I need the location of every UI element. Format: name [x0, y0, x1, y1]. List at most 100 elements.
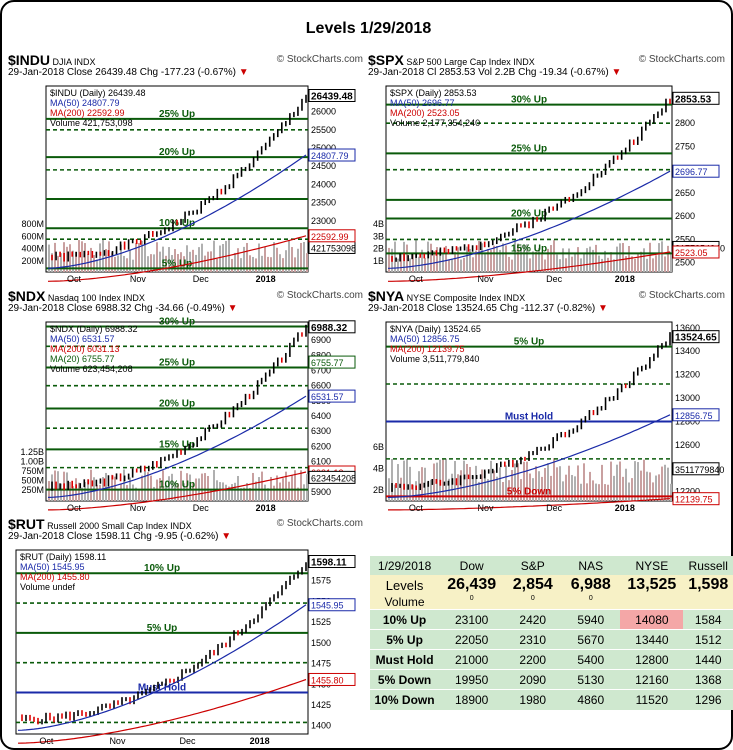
y-tick-label: 12600 — [675, 440, 700, 450]
row-label: 10% Up — [370, 609, 440, 630]
volume-bar — [475, 465, 477, 501]
volume-bar — [81, 487, 83, 501]
volume-bar — [216, 258, 218, 272]
volume-bar — [418, 471, 420, 501]
volume-bar — [586, 483, 588, 501]
value-tag-box — [308, 389, 356, 403]
volume-bar — [445, 458, 447, 501]
level-label: Must Hold — [138, 683, 186, 694]
volume-bar — [487, 479, 489, 501]
volume-bar — [84, 243, 86, 272]
volume-bar — [213, 469, 215, 501]
volume-bar — [306, 474, 308, 501]
value-tag: 2523.05 — [675, 248, 708, 258]
volume-tick-label: 2B — [373, 244, 384, 254]
legend-main: $NDX (Daily) 6988.32 — [50, 324, 138, 334]
legend-ma20: MA(20) 6755.77 — [50, 354, 115, 364]
volume-bar — [631, 256, 633, 272]
cell-nas: 5400 — [561, 649, 621, 670]
volume-bar — [445, 245, 447, 272]
cell-russell: 1296 — [683, 689, 733, 710]
legend-main: $RUT (Daily) 1598.11 — [20, 552, 106, 562]
volume-bar — [246, 242, 248, 272]
quote-text: 29-Jan-2018 Close 1598.11 Chg -9.95 (-0.… — [8, 531, 222, 542]
y-tick-label: 1525 — [311, 617, 331, 627]
volume-tick-label: 400M — [21, 244, 44, 254]
volume-bar — [204, 255, 206, 272]
x-tick-label: Oct — [67, 503, 82, 513]
volume-bar — [601, 464, 603, 501]
ma200-line — [388, 251, 671, 282]
volume-bar — [54, 242, 56, 272]
x-tick-label: Oct — [409, 274, 424, 284]
volume-bar — [279, 482, 281, 501]
volume-bar — [285, 471, 287, 501]
volume-bar — [282, 258, 284, 272]
volume-bar — [523, 461, 525, 501]
volume-bar — [126, 485, 128, 501]
levels-nas: 6,988 — [561, 575, 621, 595]
volume-bar — [297, 487, 299, 501]
volume-bar — [150, 254, 152, 272]
volume-bar — [655, 475, 657, 501]
volume-bar — [261, 255, 263, 272]
volume-bar — [475, 250, 477, 272]
volume-bar — [646, 471, 648, 501]
y-tick-label: 2600 — [675, 211, 695, 221]
legend-volume: Volume 3,511,779,840 — [390, 354, 479, 364]
volume-bar — [69, 481, 71, 501]
y-tick-label: 6400 — [311, 411, 331, 421]
x-tick-label: 2018 — [615, 274, 635, 284]
volume-sp: 0 — [504, 595, 562, 610]
y-tick-label: 1425 — [311, 700, 331, 710]
volume-bar — [637, 253, 639, 272]
chart-symbol: $RUT — [8, 516, 45, 532]
volume-bar — [150, 475, 152, 501]
volume-bar — [457, 247, 459, 272]
levels-label: Levels — [370, 575, 440, 595]
y-tick-label: 6800 — [311, 350, 331, 360]
y-tick-label: 25000 — [311, 143, 336, 153]
volume-bar — [574, 476, 576, 501]
chart-quote-line: 29-Jan-2018 Close 1598.11 Chg -9.95 (-0.… — [8, 531, 231, 542]
cell-nyse: 12160 — [620, 669, 684, 690]
volume-tick-label: 250M — [21, 485, 44, 495]
volume-bar — [457, 474, 459, 501]
header-nyse: NYSE — [620, 556, 684, 575]
legend-volume: Volume 2,177,354,240 — [390, 118, 480, 128]
chart-title: $RUT Russell 2000 Small Cap Index INDX — [8, 516, 192, 532]
ma50-line — [47, 154, 307, 269]
x-tick-label: Oct — [409, 503, 424, 513]
value-tag: 623454208 — [311, 473, 356, 483]
volume-bar — [568, 465, 570, 501]
volume-bar — [240, 488, 242, 501]
volume-label: Volume — [370, 595, 440, 610]
levels-table-header: 1/29/2018 Dow S&P NAS NYSE Russell — [370, 556, 733, 575]
chart-index-name: S&P 500 Large Cap Index INDX — [403, 57, 535, 67]
volume-bar — [496, 245, 498, 272]
legend-main: $SPX (Daily) 2853.53 — [390, 88, 477, 98]
volume-tick-label: 200M — [21, 256, 44, 266]
y-tick-label: 6700 — [311, 366, 331, 376]
ma200-line — [48, 471, 307, 511]
header-nas: NAS — [561, 556, 621, 575]
volume-bar — [141, 475, 143, 501]
volume-bar — [649, 472, 651, 501]
volume-bar — [577, 247, 579, 272]
volume-bar — [54, 470, 56, 501]
volume-bar — [201, 473, 203, 501]
volume-bar — [529, 473, 531, 501]
cell-sp: 2420 — [504, 609, 562, 630]
down-arrow-icon: ▼ — [597, 303, 608, 314]
quote-text: 29-Jan-2018 Close 6988.32 Chg -34.66 (-0… — [8, 303, 228, 314]
volume-bar — [505, 465, 507, 501]
volume-bar — [559, 466, 561, 501]
row-5-down: 5% Down 19950 2090 5130 12160 1368 — [370, 669, 733, 690]
volume-bar — [252, 256, 254, 272]
volume-bar — [144, 244, 146, 272]
volume-tick-label: 4B — [373, 219, 384, 229]
volume-tick-label: 2B — [373, 485, 384, 495]
level-label: 15% Up — [511, 243, 547, 254]
y-tick-label: 13000 — [675, 393, 700, 403]
volume-bar — [162, 470, 164, 501]
